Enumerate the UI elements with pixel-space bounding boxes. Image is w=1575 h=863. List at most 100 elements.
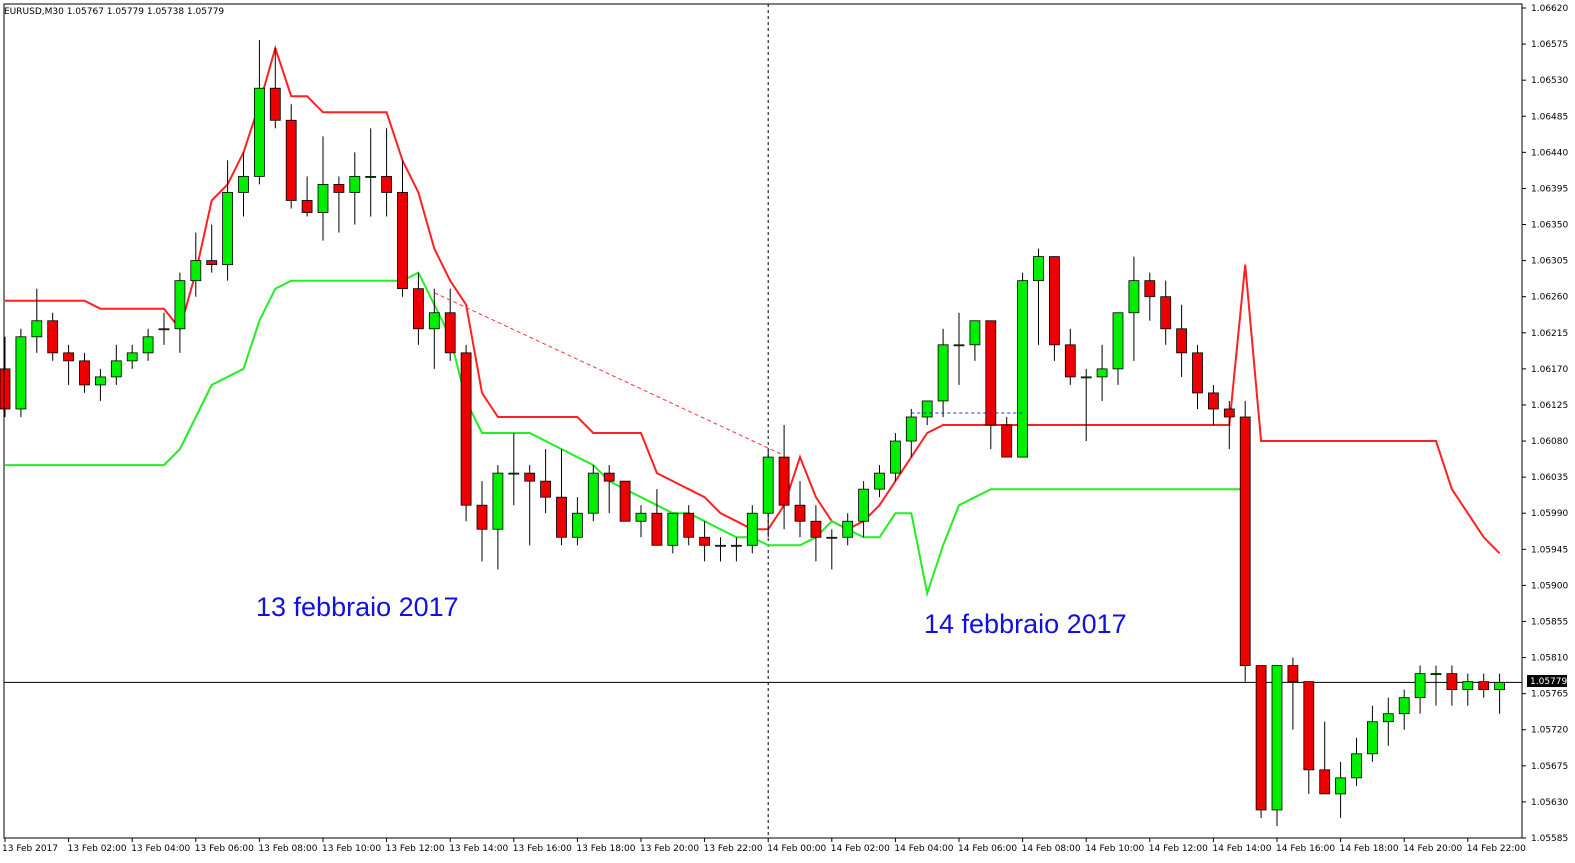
candle-body-up [1128, 280, 1140, 314]
y-tick-label: 1.05900 [1531, 581, 1568, 591]
candle [1112, 312, 1124, 385]
y-tick-label: 1.06305 [1531, 257, 1568, 267]
candle-body-up [905, 416, 917, 442]
x-tick-label: 14 Feb 04:00 [894, 844, 953, 854]
candle [1208, 384, 1219, 426]
candle-body-up [95, 376, 106, 386]
candle [731, 537, 742, 562]
candle-body-down [1144, 280, 1156, 298]
candle-body-up [587, 472, 599, 514]
candle [1446, 665, 1458, 706]
candle-body-up [1414, 673, 1426, 699]
candle-body-up [349, 176, 361, 193]
candle-body-up [365, 176, 377, 178]
candle-body-up [1080, 376, 1092, 379]
candle-body-up [317, 184, 329, 213]
candle [110, 344, 122, 385]
candle [1255, 665, 1267, 818]
candle [428, 288, 440, 369]
y-tick-label: 1.06080 [1531, 437, 1568, 447]
candle [1287, 657, 1299, 730]
candle-body-up [731, 544, 742, 547]
candle [1033, 248, 1044, 345]
candle-body-down [0, 368, 11, 410]
candle [31, 288, 43, 353]
current-price-label: 1.05779 [1530, 677, 1567, 687]
candle-body-down [79, 360, 90, 386]
y-tick-label: 1.06395 [1531, 184, 1568, 194]
candle-body-up [1430, 673, 1442, 676]
candle-body-up [890, 440, 901, 474]
x-tick-label: 13 Feb 02:00 [68, 844, 127, 854]
plot-frame [3, 3, 1523, 839]
candle [969, 320, 981, 361]
candle-body-up [1398, 697, 1410, 715]
candle-body-up [110, 360, 122, 378]
candle [842, 513, 854, 546]
y-tick-label: 1.05990 [1531, 509, 1568, 519]
candle [1017, 272, 1028, 458]
candle [1414, 665, 1426, 714]
grid [4, 4, 1522, 838]
candle [47, 312, 59, 361]
candle [667, 512, 679, 554]
candle-body-up [1271, 665, 1283, 811]
candle [858, 481, 869, 538]
candle-body-down [1446, 673, 1458, 691]
candle-body-down [206, 260, 218, 266]
candle [508, 433, 520, 506]
candle-body-up [1351, 753, 1362, 779]
candle [1271, 665, 1283, 826]
candle-body-down [699, 536, 710, 546]
candle [778, 425, 790, 530]
y-tick-label: 1.05720 [1531, 726, 1568, 736]
candle-body-up [142, 336, 154, 354]
candle [285, 104, 297, 209]
candle-body-down [651, 512, 663, 546]
candles[interactable] [0, 40, 1505, 826]
candle [1080, 368, 1092, 442]
candle [1096, 344, 1108, 401]
y-tick-label: 1.06485 [1531, 112, 1568, 122]
candle-body-up [1033, 256, 1044, 282]
candle [412, 272, 424, 345]
candle [1064, 328, 1076, 385]
candle [746, 505, 758, 554]
candle-body-up [921, 400, 933, 418]
candle [953, 312, 965, 385]
candle-body-down [333, 184, 345, 193]
candle [444, 288, 456, 361]
candle-body-down [794, 504, 806, 522]
candle-body-down [1255, 665, 1267, 811]
candle-body-up [492, 472, 504, 530]
candle-body-up [1382, 713, 1394, 723]
candle-body-up [969, 320, 981, 346]
annotation-feb-14: 14 febbraio 2017 [924, 609, 1127, 639]
y-tick-label: 1.06620 [1531, 4, 1568, 14]
candle-body-down [1192, 352, 1203, 394]
y-tick-label: 1.06215 [1531, 329, 1568, 339]
candle [1398, 689, 1410, 730]
annotation-feb-13: 13 febbraio 2017 [256, 592, 459, 622]
y-tick-label: 1.06575 [1531, 40, 1568, 50]
candle-body-up [1462, 681, 1474, 691]
x-tick-label: 13 Feb 06:00 [195, 844, 254, 854]
candle [937, 328, 949, 417]
candle [95, 368, 106, 401]
current-price-tag [1527, 675, 1567, 687]
candle [222, 160, 234, 281]
x-tick-label: 14 Feb 10:00 [1085, 844, 1144, 854]
candle-body-down [1239, 416, 1251, 666]
x-tick-label: 13 Feb 04:00 [131, 844, 190, 854]
candle [1494, 673, 1505, 714]
candle [1001, 416, 1013, 458]
y-tick-label: 1.05855 [1531, 617, 1568, 627]
x-tick-label: 13 Feb 20:00 [640, 844, 699, 854]
candle-body-up [715, 544, 726, 547]
candle-body-down [1319, 769, 1331, 795]
candle [810, 505, 822, 562]
candle [683, 505, 695, 546]
x-tick-label: 13 Feb 12:00 [386, 844, 445, 854]
